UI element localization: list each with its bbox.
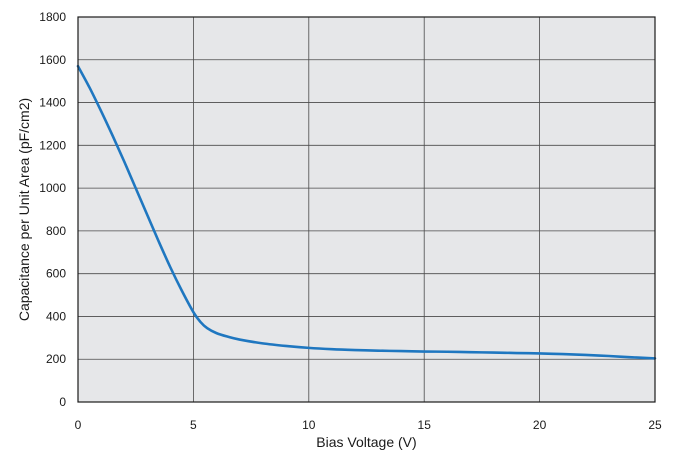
y-tick-label: 1000 xyxy=(39,181,66,195)
y-tick-label: 400 xyxy=(46,309,66,323)
series-line-0 xyxy=(76,64,657,360)
x-tick-label: 0 xyxy=(75,418,82,432)
y-tick-label: 600 xyxy=(46,267,66,281)
y-tick-label: 800 xyxy=(46,224,66,238)
x-tick-label: 20 xyxy=(533,418,547,432)
x-tick-label: 15 xyxy=(418,418,432,432)
x-tick-label: 25 xyxy=(648,418,662,432)
y-tick-label: 1400 xyxy=(39,96,66,110)
series-layer xyxy=(76,64,657,360)
y-tick-label: 1800 xyxy=(39,10,66,24)
x-tick-labels: 0 5 10 15 20 25 xyxy=(75,418,662,432)
y-axis-title: Capacitance per Unit Area (pF/cm2) xyxy=(16,98,32,321)
y-tick-label: 0 xyxy=(59,395,66,409)
x-tick-label: 5 xyxy=(190,418,197,432)
y-tick-label: 200 xyxy=(46,352,66,366)
plot-area xyxy=(78,17,655,402)
y-tick-label: 1200 xyxy=(39,138,66,152)
plot-frame xyxy=(77,16,656,403)
y-tick-labels: 0 200 400 600 800 1000 1200 1400 1600 1800 xyxy=(39,10,66,409)
y-tick-label: 1600 xyxy=(39,53,66,67)
x-axis-title: Bias Voltage (V) xyxy=(316,434,416,450)
x-tick-label: 10 xyxy=(302,418,316,432)
